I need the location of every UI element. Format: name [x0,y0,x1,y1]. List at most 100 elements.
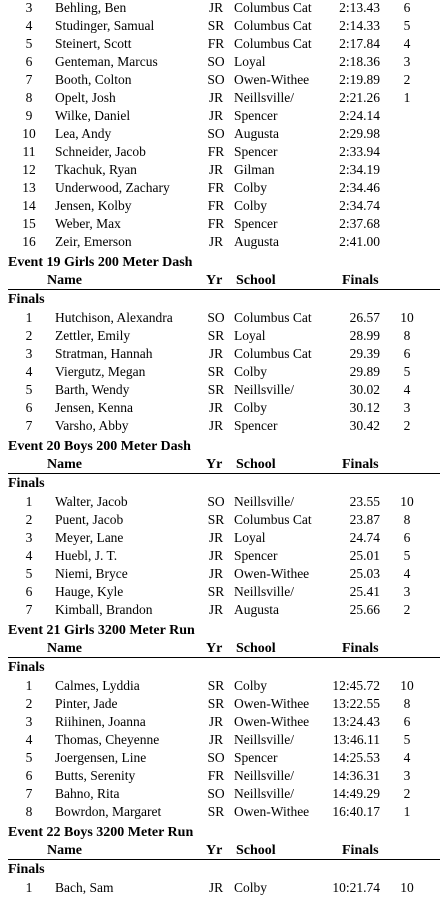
year-cell: JR [208,0,224,15]
athlete-name: Walter, Jacob [55,494,128,509]
year-cell: JR [208,880,224,895]
points-cell: 6 [403,530,411,545]
year-cell: JR [208,346,224,361]
year-cell: JR [208,234,224,249]
school-cell: Colby [234,678,268,693]
athlete-name: Joergensen, Line [55,750,147,765]
place-cell: 5 [25,36,33,51]
finals-mark: 12:45.72 [332,678,380,693]
place-cell: 6 [25,400,33,415]
points-cell: 6 [403,0,411,15]
event-title: Event 19 Girls 200 Meter Dash [8,255,193,270]
finals-mark: 16:40.17 [332,804,380,819]
finals-mark: 2:19.89 [339,72,380,87]
place-cell: 4 [25,18,33,33]
school-cell: Augusta [234,234,279,249]
finals-mark: 13:46.11 [332,732,380,747]
header-finals: Finals [342,273,379,288]
finals-mark: 25.03 [349,566,380,581]
place-cell: 2 [25,512,33,527]
points-cell: 3 [403,768,411,783]
result-row: 6 Hauge, Kyle SR Neillsville/25.41 3 [0,583,443,601]
year-cell: JR [208,602,224,617]
athlete-name: Stratman, Hannah [55,346,153,361]
school-cell: Augusta [234,602,279,617]
year-cell: SO [207,750,225,765]
column-headers: Name Yr School Finals [0,640,443,658]
place-cell: 5 [25,750,33,765]
year-cell: SR [207,364,225,379]
year-cell: JR [208,418,224,433]
place-cell: 8 [25,90,33,105]
points-cell: 4 [403,566,411,581]
school-cell: Colby [234,880,268,895]
result-row: 3 Behling, Ben JR Columbus Cat 2:13.43 6 [0,0,443,17]
finals-mark: 13:22.55 [332,696,380,711]
year-cell: SO [207,494,225,509]
finals-mark: 23.55 [349,494,380,509]
result-row: 5 Steinert, Scott FR Columbus Cat 2:17.84 4 [0,35,443,53]
points-cell: 8 [403,512,411,527]
result-row: 4 Thomas, Cheyenne JR Neillsville/13:46.11 5 [0,731,443,749]
athlete-name: Niemi, Bryce [55,566,128,581]
finals-mark: 25.66 [349,602,380,617]
column-headers: Name Yr School Finals [0,456,443,474]
finals-mark: 14:49.29 [332,786,380,801]
points-cell: 5 [403,732,411,747]
year-cell: JR [208,548,224,563]
result-row: 5 Barth, Wendy SR Neillsville/30.02 4 [0,381,443,399]
finals-mark: 25.01 [349,548,380,563]
result-row: 10 Lea, Andy SO Augusta 2:29.98 [0,125,443,143]
school-cell: Columbus Cat [234,0,312,15]
header-finals: Finals [342,843,379,858]
school-cell: Gilman [234,162,275,177]
place-cell: 3 [25,530,33,545]
result-row: 12 Tkachuk, Ryan JR Gilman 2:34.19 [0,161,443,179]
athlete-name: Opelt, Josh [55,90,116,105]
result-row: 6 Jensen, Kenna JR Colby 30.12 3 [0,399,443,417]
finals-mark: 14:25.53 [332,750,380,765]
result-row: 1 Walter, Jacob SO Neillsville/23.55 10 [0,493,443,511]
finals-mark: 29.39 [349,346,380,361]
place-cell: 4 [25,364,33,379]
points-cell: 2 [403,602,411,617]
result-row: 7 Booth, Colton SO Owen-Withee 2:19.89 2 [0,71,443,89]
year-cell: JR [208,162,224,177]
athlete-name: Meyer, Lane [55,530,124,545]
year-cell: JR [208,714,224,729]
finals-mark: 2:24.14 [339,108,380,123]
finals-mark: 2:33.94 [339,144,380,159]
finals-mark: 30.02 [349,382,380,397]
athlete-name: Wilke, Daniel [55,108,131,123]
school-cell: Owen-Withee [234,714,310,729]
school-cell: Loyal [234,54,266,69]
result-row: 2 Puent, Jacob SR Columbus Cat 23.87 8 [0,511,443,529]
school-cell: Spencer [234,750,278,765]
school-cell: Spencer [234,144,278,159]
athlete-name: Genteman, Marcus [55,54,158,69]
school-cell: Augusta [234,126,279,141]
event-title: Event 20 Boys 200 Meter Dash [8,439,191,454]
year-cell: SR [207,328,225,343]
school-cell: Loyal [234,328,266,343]
school-cell: Owen-Withee [234,696,310,711]
athlete-name: Calmes, Lyddia [55,678,140,693]
year-cell: JR [208,530,224,545]
school-cell: Colby [234,400,268,415]
finals-mark: 2:14.33 [339,18,380,33]
points-cell: 2 [403,786,411,801]
column-headers: Name Yr School Finals [0,272,443,290]
points-cell: 10 [400,494,414,509]
finals-mark: 10:21.74 [332,880,380,895]
athlete-name: Bowrdon, Margaret [55,804,162,819]
school-cell: Spencer [234,548,278,563]
column-headers: Name Yr School Finals [0,842,443,860]
finals-mark: 2:21.26 [339,90,380,105]
year-cell: SR [207,512,225,527]
result-row: 1 Calmes, Lyddia SR Colby 12:45.72 10 [0,677,443,695]
school-cell: Neillsville/ [234,732,294,747]
athlete-name: Hauge, Kyle [55,584,124,599]
school-cell: Neillsville/ [234,786,294,801]
year-cell: FR [207,216,225,231]
points-cell: 3 [403,400,411,415]
